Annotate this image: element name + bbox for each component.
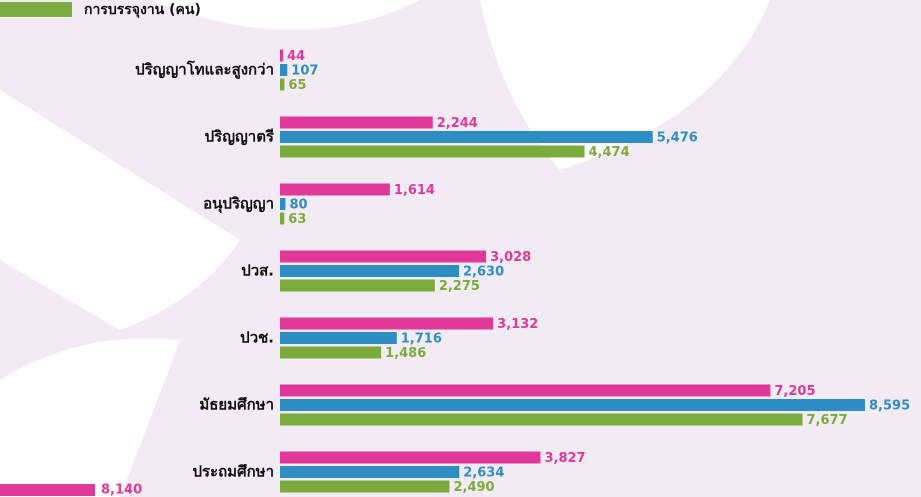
background-shape: [0, 338, 180, 497]
bar: [280, 265, 460, 277]
bar: [280, 198, 286, 210]
value-label: 2,634: [463, 466, 504, 481]
bar: [280, 480, 450, 493]
bar: [280, 183, 390, 196]
bar: [280, 78, 285, 91]
bar: [280, 279, 435, 292]
bar: [280, 346, 382, 359]
value-label: 8,595: [869, 399, 910, 414]
value-label: 1,486: [385, 346, 426, 361]
legend-swatch: [0, 2, 72, 17]
background-shape: [0, 90, 240, 330]
category-label: อนุปริญญา: [203, 195, 274, 214]
value-label: 63: [288, 212, 306, 227]
bar: [280, 212, 285, 225]
bar: [280, 332, 397, 344]
value-label: 5,476: [657, 131, 698, 146]
value-label: 1,716: [401, 332, 442, 347]
bar: [280, 384, 771, 397]
bar: [280, 64, 288, 76]
legend-label: การบรรจุงาน (คน): [84, 2, 201, 18]
bar: [280, 399, 865, 411]
value-label: 3,132: [497, 317, 538, 332]
value-label: 65: [288, 78, 306, 93]
value-label: 8,140: [101, 483, 142, 497]
bar: [280, 317, 494, 330]
category-label: ปริญญาโทและสูงกว่า: [135, 60, 274, 80]
bar: [280, 49, 283, 62]
category-label: ประถมศึกษา: [192, 463, 274, 481]
value-label: 7,677: [807, 413, 848, 428]
background-shape: [480, 0, 770, 170]
bar: [280, 250, 487, 263]
bar: [280, 413, 803, 426]
bar: [280, 116, 433, 129]
bar: [280, 131, 653, 143]
value-label: 80: [289, 198, 307, 213]
bar: [0, 484, 95, 496]
bar: [280, 451, 541, 464]
category-label: ปวช.: [240, 329, 274, 347]
background-shape: [150, 0, 420, 30]
category-label: ปริญญาตรี: [205, 128, 275, 146]
value-label: 2,490: [453, 480, 494, 495]
value-label: 4,474: [589, 145, 630, 160]
value-label: 107: [291, 64, 318, 79]
value-label: 3,028: [490, 250, 531, 265]
category-label: ปวส.: [241, 262, 274, 280]
category-label: มัธยมศึกษา: [199, 396, 274, 414]
bar: [280, 145, 585, 158]
value-label: 44: [287, 49, 305, 64]
bar: [280, 466, 460, 478]
value-label: 2,630: [463, 265, 504, 280]
value-label: 1,614: [394, 183, 435, 198]
value-label: 2,244: [437, 116, 478, 131]
value-label: 7,205: [774, 384, 815, 399]
value-label: 2,275: [439, 279, 480, 294]
value-label: 3,827: [544, 451, 585, 466]
